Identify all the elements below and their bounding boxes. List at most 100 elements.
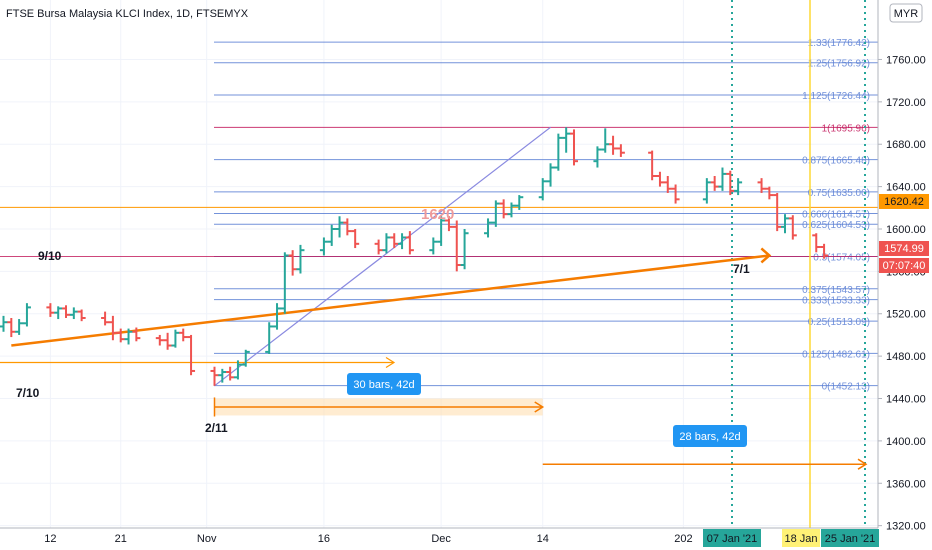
ohlc-bar: [327, 224, 336, 246]
annotation-9-10: 9/10: [38, 249, 62, 263]
fib-level-label: 0.375(1543.57): [802, 285, 870, 296]
ohlc-bar: [335, 216, 344, 238]
price-tick-label: 1480.00: [886, 351, 926, 363]
fib-level-label: 0.333(1533.33): [802, 296, 870, 307]
ohlc-bar: [343, 218, 352, 236]
price-label-current: 1574.99: [879, 241, 929, 256]
fib-level-label: 1(1695.96): [822, 123, 870, 134]
countdown-label: 07:07:40: [879, 258, 929, 273]
ohlc-bar: [773, 192, 782, 232]
ohlc-bar: [54, 306, 63, 320]
svg-text:18 Jan: 18 Jan: [784, 533, 817, 545]
fib-level-label: 0.5(1574.05): [813, 252, 870, 263]
ohlc-bar: [671, 184, 680, 204]
orange-trendline: [11, 254, 770, 347]
svg-text:1620.42: 1620.42: [884, 196, 924, 208]
ohlc-bar: [710, 176, 719, 191]
ohlc-bar: [108, 315, 117, 341]
time-tick-label: 14: [537, 533, 549, 545]
fib-level-label: 0.125(1482.61): [802, 349, 870, 360]
ohlc-bar: [155, 334, 164, 346]
ohlc-bar: [382, 233, 391, 254]
ohlc-bar: [601, 128, 610, 153]
ohlc-bar: [452, 220, 461, 272]
price-tick-label: 1520.00: [886, 309, 926, 321]
ohlc-bar: [444, 216, 453, 232]
ohlc-bar: [0, 315, 8, 332]
svg-text:07 Jan '21: 07 Jan '21: [707, 533, 757, 545]
ohlc-bar: [77, 309, 86, 322]
ohlc-bar: [726, 170, 735, 196]
ohlc-bar: [351, 228, 360, 249]
ohlc-bar: [241, 349, 250, 367]
annotation-2-11: 2/11: [205, 421, 228, 435]
ohlc-bar: [499, 199, 508, 219]
price-tick-label: 1440.00: [886, 394, 926, 406]
time-axis[interactable]: 12 21 Nov 16 Dec 14 202: [44, 533, 692, 545]
price-tick-label: 1720.00: [886, 97, 926, 109]
price-tick-label: 1360.00: [886, 478, 926, 490]
ohlc-bar: [554, 133, 563, 171]
ohlc-bar: [569, 129, 578, 166]
date-label-25-jan: 25 Jan '21: [821, 529, 879, 547]
ohlc-bar: [288, 250, 297, 276]
svg-text:1574.99: 1574.99: [884, 243, 924, 255]
ohlc-bar: [507, 202, 516, 218]
time-tick-label: 12: [44, 533, 56, 545]
ohlc-bar: [265, 322, 274, 355]
fib-level-label: 1.33(1776.42): [808, 38, 870, 49]
fib-level-label: 0.666(1614.57): [802, 210, 870, 221]
ohlc-bar: [484, 218, 493, 238]
ohlc-bar: [179, 328, 188, 342]
ohlc-bar: [296, 244, 305, 274]
ohlc-bar: [7, 317, 16, 338]
time-tick-label: Nov: [197, 533, 217, 545]
ohlc-bar: [171, 329, 180, 348]
ohlc-bar: [616, 144, 625, 157]
bar-count-badge-2: 28 bars, 42d: [673, 425, 747, 447]
ohlc-bar: [765, 186, 774, 200]
ohlc-bar: [734, 178, 743, 196]
ohlc-bar: [788, 215, 797, 240]
price-tick-label: 1400.00: [886, 436, 926, 448]
ohlc-bar: [437, 216, 446, 246]
ohlc-bar: [273, 303, 282, 330]
price-tick-label: 1680.00: [886, 139, 926, 151]
price-tick-label: 1760.00: [886, 54, 926, 66]
orange-trendline-arrowhead: [760, 247, 772, 264]
price-axis[interactable]: 1320.00 1360.00 1400.00 1440.00 1480.00 1520.…: [878, 54, 926, 533]
ohlc-bar: [69, 307, 78, 320]
ohlc-bar: [562, 127, 571, 153]
ohlc-bar: [538, 178, 547, 201]
ohlc-bar: [116, 328, 125, 343]
ohlc-bar: [218, 368, 227, 383]
ohlc-bar: [780, 214, 789, 234]
fib-level-label: 0.625(1604.53): [802, 220, 870, 231]
currency-button[interactable]: MYR: [889, 3, 923, 23]
ohlc-bar: [663, 176, 672, 193]
annotation-7-10: 7/10: [16, 386, 40, 400]
ohlc-bar: [718, 167, 727, 191]
ohlc-bar: [648, 150, 657, 181]
fib-level-label: 0.25(1513.09): [808, 317, 870, 328]
ohlc-bar: [593, 146, 602, 168]
currency-label: MYR: [894, 8, 919, 20]
ohlc-bar: [515, 195, 524, 210]
price-tick-label: 1640.00: [886, 182, 926, 194]
ohlc-bar: [609, 135, 618, 155]
ohlc-bar: [62, 305, 71, 318]
ohlc-bar: [812, 233, 821, 253]
price-tick-label: 1320.00: [886, 521, 926, 533]
svg-text:25 Jan '21: 25 Jan '21: [825, 533, 875, 545]
ohlc-bar: [398, 233, 407, 250]
ohlc-bar: [757, 178, 766, 193]
ohlc-bar: [429, 237, 438, 255]
chart-title: FTSE Bursa Malaysia KLCI Index, 1D, FTSE…: [6, 8, 249, 20]
fib-level-label: 0(1452.13): [822, 382, 870, 393]
fib-level-label: 0.75(1635.00): [808, 188, 870, 199]
ohlc-bar: [187, 334, 196, 376]
ohlc-bar: [233, 360, 242, 380]
price-label-orange: 1620.42: [879, 194, 929, 209]
ohlc-bar: [405, 231, 414, 255]
